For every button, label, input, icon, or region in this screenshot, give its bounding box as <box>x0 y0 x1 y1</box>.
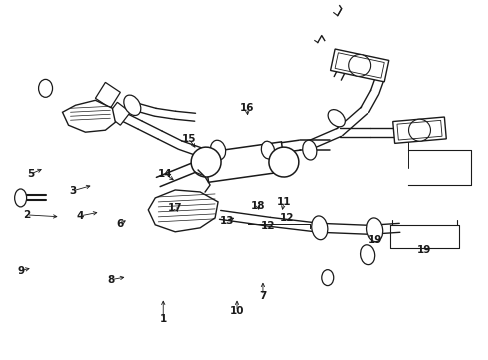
Text: 19: 19 <box>366 235 381 245</box>
Text: 15: 15 <box>182 134 196 144</box>
Text: 5: 5 <box>27 169 34 179</box>
Ellipse shape <box>360 245 374 265</box>
Ellipse shape <box>39 80 52 97</box>
Text: 3: 3 <box>69 186 76 196</box>
Text: 9: 9 <box>17 266 24 276</box>
Text: 11: 11 <box>276 197 290 207</box>
Ellipse shape <box>302 140 316 160</box>
Ellipse shape <box>321 270 333 285</box>
Bar <box>334 53 384 78</box>
Polygon shape <box>62 100 115 132</box>
Ellipse shape <box>348 54 370 76</box>
Polygon shape <box>148 190 218 232</box>
Text: 1: 1 <box>159 314 166 324</box>
Bar <box>204 142 285 182</box>
Text: 13: 13 <box>219 216 234 226</box>
Ellipse shape <box>191 147 221 177</box>
Text: 12: 12 <box>260 221 275 231</box>
Ellipse shape <box>311 216 327 240</box>
Text: 17: 17 <box>167 203 182 213</box>
Text: 12: 12 <box>279 213 293 223</box>
Text: 4: 4 <box>77 211 84 221</box>
Ellipse shape <box>261 141 274 159</box>
Ellipse shape <box>268 147 298 177</box>
Bar <box>396 120 441 140</box>
Text: 19: 19 <box>416 245 431 255</box>
Polygon shape <box>107 102 130 125</box>
Bar <box>392 117 446 143</box>
Text: 10: 10 <box>229 306 244 316</box>
Ellipse shape <box>327 110 345 127</box>
Text: 6: 6 <box>117 219 124 229</box>
Ellipse shape <box>123 95 141 116</box>
Text: 16: 16 <box>239 103 254 113</box>
Text: 14: 14 <box>158 169 172 179</box>
Text: 8: 8 <box>107 275 115 285</box>
Text: 18: 18 <box>250 201 264 211</box>
Ellipse shape <box>210 140 225 160</box>
Bar <box>330 49 388 82</box>
Text: 7: 7 <box>259 291 266 301</box>
Ellipse shape <box>407 119 429 141</box>
Ellipse shape <box>366 218 382 242</box>
Polygon shape <box>95 82 120 108</box>
Ellipse shape <box>15 189 26 207</box>
Text: 2: 2 <box>23 210 30 220</box>
